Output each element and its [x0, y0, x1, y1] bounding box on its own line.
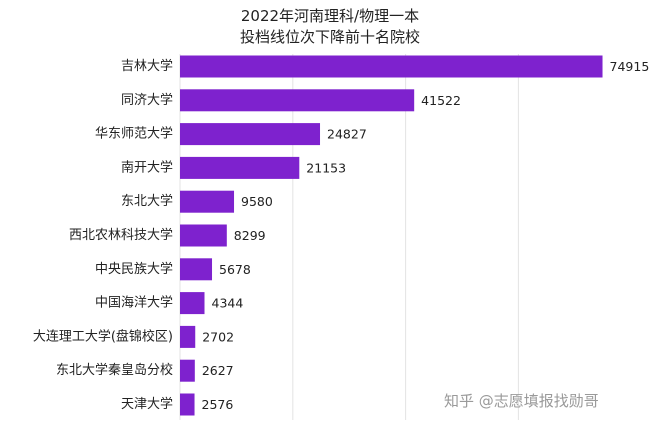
category-label: 东北大学: [121, 193, 173, 209]
data-label: 2702: [202, 329, 234, 344]
bars: [180, 55, 603, 416]
labels: 吉林大学 74915 同济大学 41522 华东师范大学 24827 南开大学 21153 东北…: [33, 58, 649, 412]
chart-title-line-2: 投档线位次下降前十名院校: [239, 28, 420, 46]
category-label: 中国海洋大学: [95, 295, 173, 311]
data-label: 41522: [421, 93, 461, 108]
chart-title: 2022年河南理科/物理一本 投档线位次下降前十名院校: [0, 6, 660, 48]
bar: [180, 156, 300, 179]
data-label: 2627: [202, 363, 234, 378]
category-label: 吉林大学: [121, 58, 173, 74]
data-label: 9580: [241, 194, 273, 209]
bar: [180, 89, 415, 112]
data-label: 24827: [327, 127, 367, 142]
bar: [180, 123, 321, 146]
data-label: 8299: [234, 228, 266, 243]
bar: [180, 393, 195, 416]
bar: [180, 224, 227, 247]
category-label: 西北农林科技大学: [69, 227, 173, 243]
data-label: 4344: [212, 296, 244, 311]
watermark: 知乎 @志愿填报找勋哥: [444, 392, 599, 410]
category-label: 华东师范大学: [95, 126, 173, 142]
data-label: 5678: [219, 262, 251, 277]
bar: [180, 359, 195, 382]
data-label: 74915: [610, 59, 650, 74]
bar: [180, 55, 603, 78]
data-label: 21153: [306, 160, 346, 175]
category-label: 东北大学秦皇岛分校: [56, 362, 173, 378]
bar: [180, 325, 196, 348]
category-label: 大连理工大学(盘锦校区): [33, 328, 173, 344]
bar: [180, 292, 205, 315]
bar: [180, 190, 235, 213]
category-label: 天津大学: [121, 396, 173, 412]
bar: [180, 258, 213, 281]
chart-title-line-1: 2022年河南理科/物理一本: [240, 7, 420, 25]
category-label: 同济大学: [121, 92, 173, 108]
category-label: 南开大学: [121, 159, 173, 175]
category-label: 中央民族大学: [95, 261, 173, 277]
data-label: 2576: [202, 397, 234, 412]
